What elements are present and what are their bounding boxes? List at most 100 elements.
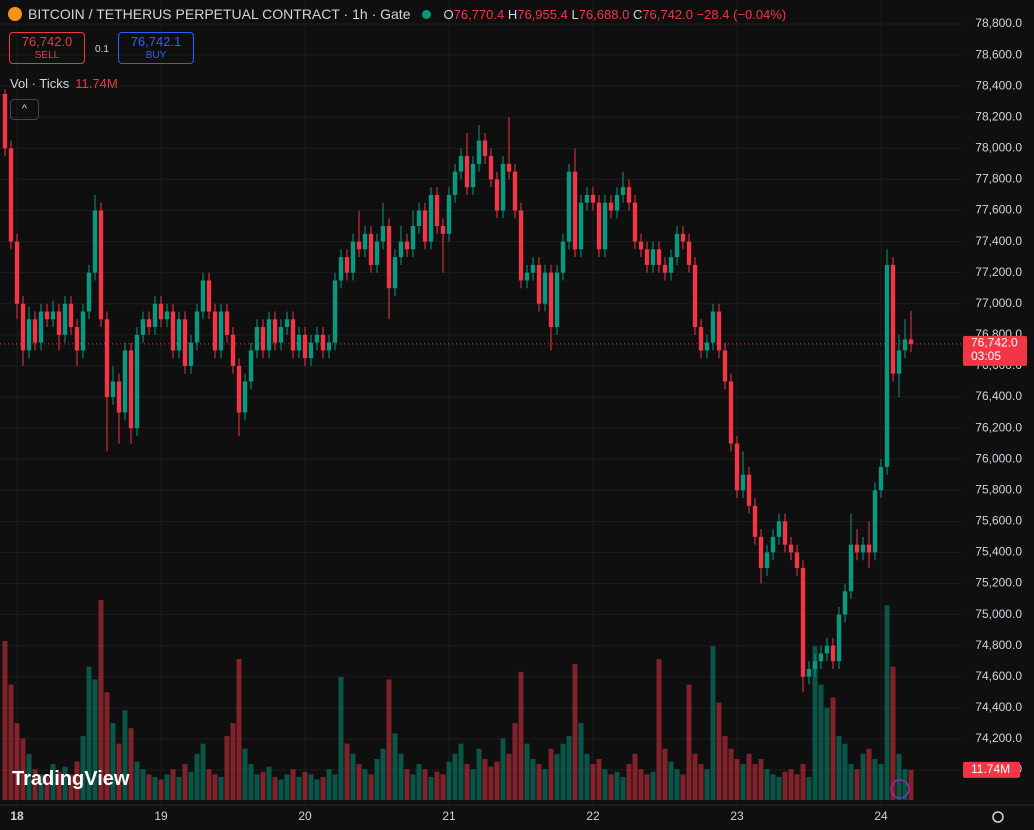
candle-body xyxy=(386,226,392,289)
volume-bar xyxy=(710,646,716,800)
collapse-toggle[interactable]: ^ xyxy=(10,99,39,120)
open: 76,770.4 xyxy=(453,6,505,22)
volume-bar xyxy=(530,758,536,800)
candle-body xyxy=(74,327,80,351)
title: BITCOIN / TETHERUS PERPETUAL CONTRACT · … xyxy=(28,6,411,22)
volume-bar xyxy=(380,748,386,800)
volume-bar xyxy=(362,769,368,800)
candle-body xyxy=(770,536,776,553)
candle-body xyxy=(896,350,902,374)
volume-bar xyxy=(482,758,488,800)
volume-bar xyxy=(686,684,692,800)
volume-bar xyxy=(734,758,740,800)
volume-bar xyxy=(680,774,686,800)
volume-bar xyxy=(812,646,818,800)
candle-body xyxy=(290,319,296,351)
candle-body xyxy=(392,257,398,289)
volume-bar xyxy=(296,776,302,800)
candle-body xyxy=(56,311,62,335)
volume-bar xyxy=(770,774,776,800)
volume-bar xyxy=(140,769,146,800)
status-dot xyxy=(422,9,432,19)
candle-body xyxy=(242,381,248,413)
volume-bar xyxy=(164,774,170,800)
buy-button[interactable]: 76,742.1 BUY xyxy=(118,32,194,64)
volume-bar xyxy=(668,761,674,800)
candle-body xyxy=(470,163,476,188)
y-tick-label: 77,000.0 xyxy=(975,296,1022,310)
x-tick-label: 20 xyxy=(298,809,312,823)
volume-bar xyxy=(344,743,350,800)
volume-bar xyxy=(392,733,398,800)
volume-bar xyxy=(524,743,530,800)
volume-bar xyxy=(260,771,266,800)
candle-body xyxy=(350,241,356,273)
volume-bar xyxy=(374,758,380,800)
volume-bar xyxy=(842,743,848,800)
volume-bar xyxy=(158,779,164,800)
volume-bar xyxy=(386,679,392,800)
candle-body xyxy=(254,327,260,351)
volume-bar xyxy=(146,774,152,800)
candle-body xyxy=(14,241,20,304)
volume-bar xyxy=(290,769,296,800)
candle-body xyxy=(182,319,188,366)
candle-body xyxy=(836,614,842,662)
volume-bar xyxy=(902,769,908,800)
y-tick-label: 76,400.0 xyxy=(975,389,1022,403)
volume-bar xyxy=(422,769,428,800)
volume-bar xyxy=(26,753,32,800)
x-tick-label: 18 xyxy=(10,809,24,823)
volume-bar xyxy=(194,753,200,800)
candle-body xyxy=(368,233,374,265)
candle-body xyxy=(236,365,242,413)
candle-body xyxy=(98,210,104,320)
candle-body xyxy=(674,233,680,258)
y-tick-label: 76,200.0 xyxy=(975,420,1022,434)
candle-body xyxy=(632,202,638,242)
volume-bar xyxy=(326,769,332,800)
candle-body xyxy=(176,319,182,351)
candle-body xyxy=(560,241,566,273)
volume-bar xyxy=(266,766,272,800)
header: BITCOIN / TETHERUS PERPETUAL CONTRACT · … xyxy=(8,6,786,22)
volume-bar xyxy=(428,776,434,800)
volume-bar xyxy=(572,664,578,800)
volume-bar xyxy=(278,779,284,800)
volume-bar xyxy=(542,769,548,800)
candle-body xyxy=(224,311,230,335)
volume-bar xyxy=(836,735,842,800)
volume-bar xyxy=(800,764,806,800)
volume-bar xyxy=(722,735,728,800)
volume-bar xyxy=(116,743,122,800)
candle-body xyxy=(884,264,890,467)
candle-body xyxy=(398,241,404,258)
volume-bar xyxy=(506,753,512,800)
candle-body xyxy=(710,311,716,343)
volume-bar xyxy=(566,735,572,800)
settings-icon xyxy=(992,811,1004,823)
x-tick-label: 19 xyxy=(154,809,168,823)
volume-bar xyxy=(704,769,710,800)
candle-body xyxy=(374,241,380,265)
candle-body xyxy=(80,311,86,351)
candle-body xyxy=(806,668,812,677)
candle-body xyxy=(680,233,686,242)
volume-bar xyxy=(44,776,50,800)
volume-bar xyxy=(272,776,278,800)
sell-button[interactable]: 76,742.0 SELL xyxy=(9,32,85,64)
y-tick-label: 76,000.0 xyxy=(975,451,1022,465)
close: 76,742.0 xyxy=(642,6,693,22)
volume-bar xyxy=(122,710,128,800)
volume-bar xyxy=(488,766,494,800)
candle-body xyxy=(158,303,164,320)
candle-body xyxy=(890,264,896,374)
candle-body xyxy=(188,342,194,366)
candle-body xyxy=(44,311,50,320)
volume-bar xyxy=(644,774,650,800)
volume-bar xyxy=(548,748,554,800)
volume-bar xyxy=(740,764,746,800)
y-tick-label: 77,200.0 xyxy=(975,265,1022,279)
candle-body xyxy=(542,272,548,304)
